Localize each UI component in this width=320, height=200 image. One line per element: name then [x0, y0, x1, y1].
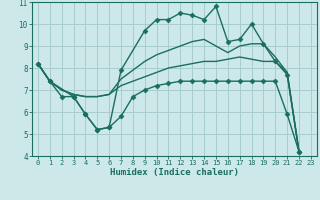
X-axis label: Humidex (Indice chaleur): Humidex (Indice chaleur): [110, 168, 239, 177]
